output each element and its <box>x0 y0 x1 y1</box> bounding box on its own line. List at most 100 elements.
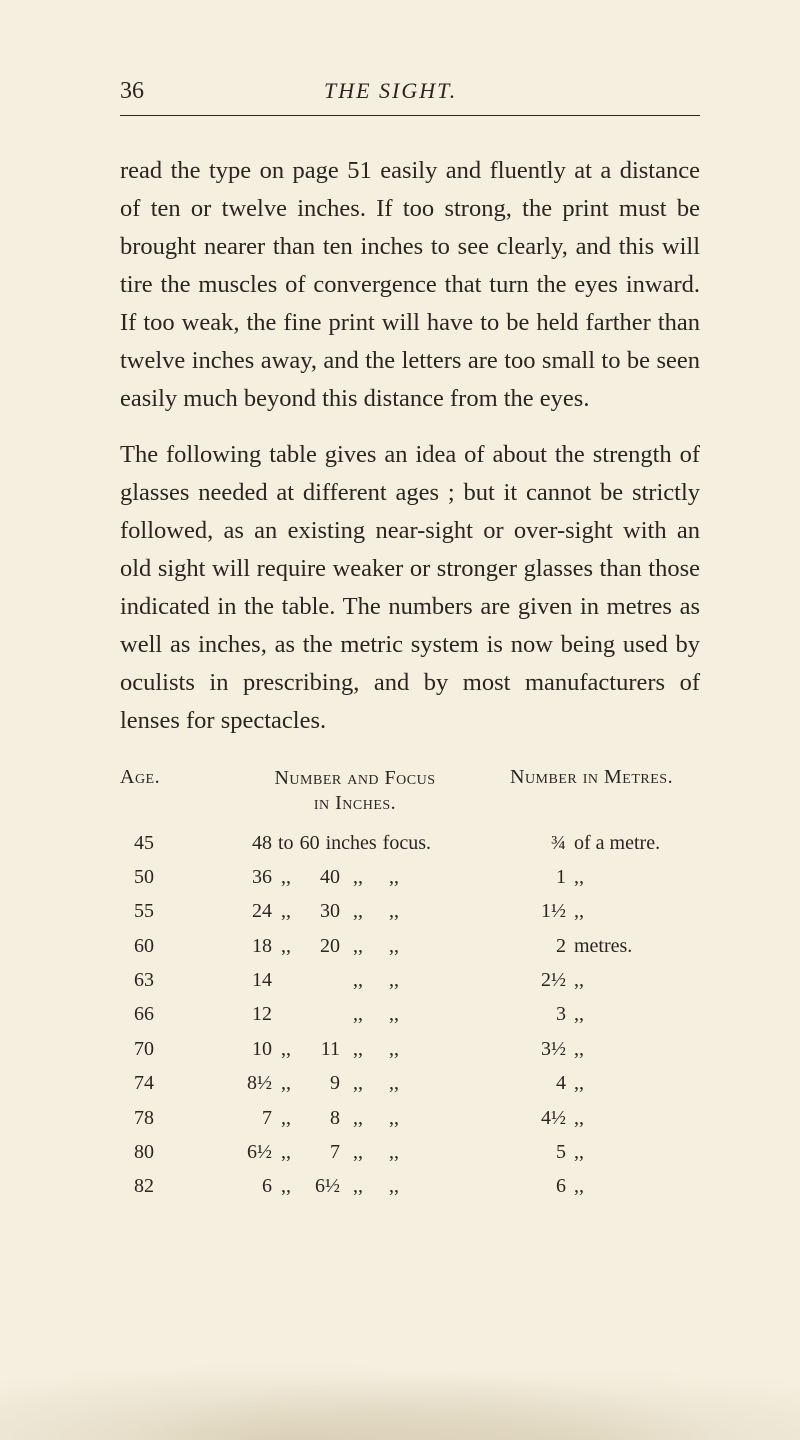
cell-focus: 36,,40,,,, <box>224 860 514 894</box>
cell-focus: 24,,30,,,, <box>224 894 514 928</box>
metres-unit: ,, <box>566 1135 584 1169</box>
table-row: 5036,,40,,,,1,, <box>120 860 700 894</box>
cell-focus: 18,,20,,,, <box>224 929 514 963</box>
focus-unit: inches <box>320 826 383 860</box>
focus-a: 8½ <box>224 1066 272 1100</box>
cell-age: 55 <box>120 894 224 928</box>
cell-focus: 8½,,9,,,, <box>224 1066 514 1100</box>
cell-metres: 4½,, <box>514 1101 700 1135</box>
ditto: ,, <box>340 997 376 1031</box>
focus-a: 6 <box>224 1169 272 1203</box>
ditto: ,, <box>340 963 376 997</box>
metres-unit: ,, <box>566 1066 584 1100</box>
ditto: ,, <box>376 929 412 963</box>
metres-unit: ,, <box>566 1169 584 1203</box>
header-rule <box>120 115 700 116</box>
page-foxing <box>0 1350 800 1440</box>
focus-b: 6½ <box>300 1169 340 1203</box>
ditto: ,, <box>340 860 376 894</box>
metres-value: 2½ <box>524 963 566 997</box>
focus-b: 7 <box>300 1135 340 1169</box>
cell-metres: 6,, <box>514 1169 700 1203</box>
ditto: ,, <box>340 1169 376 1203</box>
metres-value: 4 <box>524 1066 566 1100</box>
cell-age: 45 <box>120 826 224 860</box>
table-row: 806½,,7,,,, 5,, <box>120 1135 700 1169</box>
page-number: 36 <box>120 78 144 105</box>
ditto <box>272 963 300 997</box>
th-age: Age. <box>120 766 210 816</box>
focus-a: 48 <box>224 826 272 860</box>
cell-metres: 4,, <box>514 1066 700 1100</box>
metres-value: ¾ <box>524 826 566 860</box>
ditto: ,, <box>272 1066 300 1100</box>
metres-value: 2 <box>524 929 566 963</box>
cell-age: 66 <box>120 997 224 1031</box>
cell-age: 70 <box>120 1032 224 1066</box>
metres-unit: metres. <box>566 929 632 963</box>
focus-a: 36 <box>224 860 272 894</box>
focus-b: 40 <box>300 860 340 894</box>
ditto: ,, <box>272 1169 300 1203</box>
ditto: ,, <box>376 1066 412 1100</box>
ditto: ,, <box>376 963 412 997</box>
cell-focus: 12,,,, <box>224 997 514 1031</box>
th-focus-line2: in Inches. <box>210 791 500 816</box>
ditto: ,, <box>376 1169 412 1203</box>
ditto: ,, <box>376 997 412 1031</box>
focus-b: 11 <box>300 1032 340 1066</box>
paragraph-2: The following table gives an idea of abo… <box>120 436 700 740</box>
metres-unit: ,, <box>566 963 584 997</box>
cell-age: 78 <box>120 1101 224 1135</box>
cell-metres: 2½,, <box>514 963 700 997</box>
table-row: 787,,8,,,,4½,, <box>120 1101 700 1135</box>
metres-unit: ,, <box>566 860 584 894</box>
metres-value: 3½ <box>524 1032 566 1066</box>
cell-focus: 6,,6½,,,, <box>224 1169 514 1203</box>
page: 36 THE SIGHT. read the type on page 51 e… <box>0 0 800 1264</box>
focus-b: 30 <box>300 894 340 928</box>
table-body: 4548to60inchesfocus.¾of a metre.5036,,40… <box>120 826 700 1204</box>
focus-a: 10 <box>224 1032 272 1066</box>
table-row: 6018,,20,,,, 2metres. <box>120 929 700 963</box>
ditto: ,, <box>272 1101 300 1135</box>
ditto: ,, <box>376 1032 412 1066</box>
table-row: 4548to60inchesfocus.¾of a metre. <box>120 826 700 860</box>
cell-focus: 14,,,, <box>224 963 514 997</box>
ditto: ,, <box>272 1032 300 1066</box>
ditto <box>272 997 300 1031</box>
metres-unit: ,, <box>566 1032 584 1066</box>
focus-b: 9 <box>300 1066 340 1100</box>
ditto: ,, <box>272 894 300 928</box>
cell-focus: 6½,,7,,,, <box>224 1135 514 1169</box>
ditto: ,, <box>340 1066 376 1100</box>
ditto: ,, <box>376 1135 412 1169</box>
th-focus-line1: Number and Focus <box>210 766 500 791</box>
focus-a: 14 <box>224 963 272 997</box>
cell-metres: ¾of a metre. <box>514 826 700 860</box>
metres-unit: ,, <box>566 894 584 928</box>
focus-a: 18 <box>224 929 272 963</box>
table-row: 7010,,11,,,,3½,, <box>120 1032 700 1066</box>
focus-a: 24 <box>224 894 272 928</box>
th-focus: Number and Focus in Inches. <box>210 766 500 816</box>
cell-focus: 7,,8,,,, <box>224 1101 514 1135</box>
cell-age: 82 <box>120 1169 224 1203</box>
ditto: ,, <box>376 1101 412 1135</box>
paragraph-1: read the type on page 51 easily and flue… <box>120 152 700 418</box>
metres-value: 3 <box>524 997 566 1031</box>
ditto: ,, <box>340 1101 376 1135</box>
cell-metres: 1½,, <box>514 894 700 928</box>
chapter-title: THE SIGHT. <box>324 78 457 104</box>
metres-value: 5 <box>524 1135 566 1169</box>
table-row: 5524,,30,,,,1½,, <box>120 894 700 928</box>
metres-unit: ,, <box>566 997 584 1031</box>
ditto: ,, <box>272 1135 300 1169</box>
ditto: ,, <box>272 929 300 963</box>
ditto: ,, <box>340 929 376 963</box>
cell-age: 60 <box>120 929 224 963</box>
glasses-table: Age. Number and Focus in Inches. Number … <box>120 766 700 1204</box>
ditto: ,, <box>340 1135 376 1169</box>
cell-age: 80 <box>120 1135 224 1169</box>
cell-age: 50 <box>120 860 224 894</box>
